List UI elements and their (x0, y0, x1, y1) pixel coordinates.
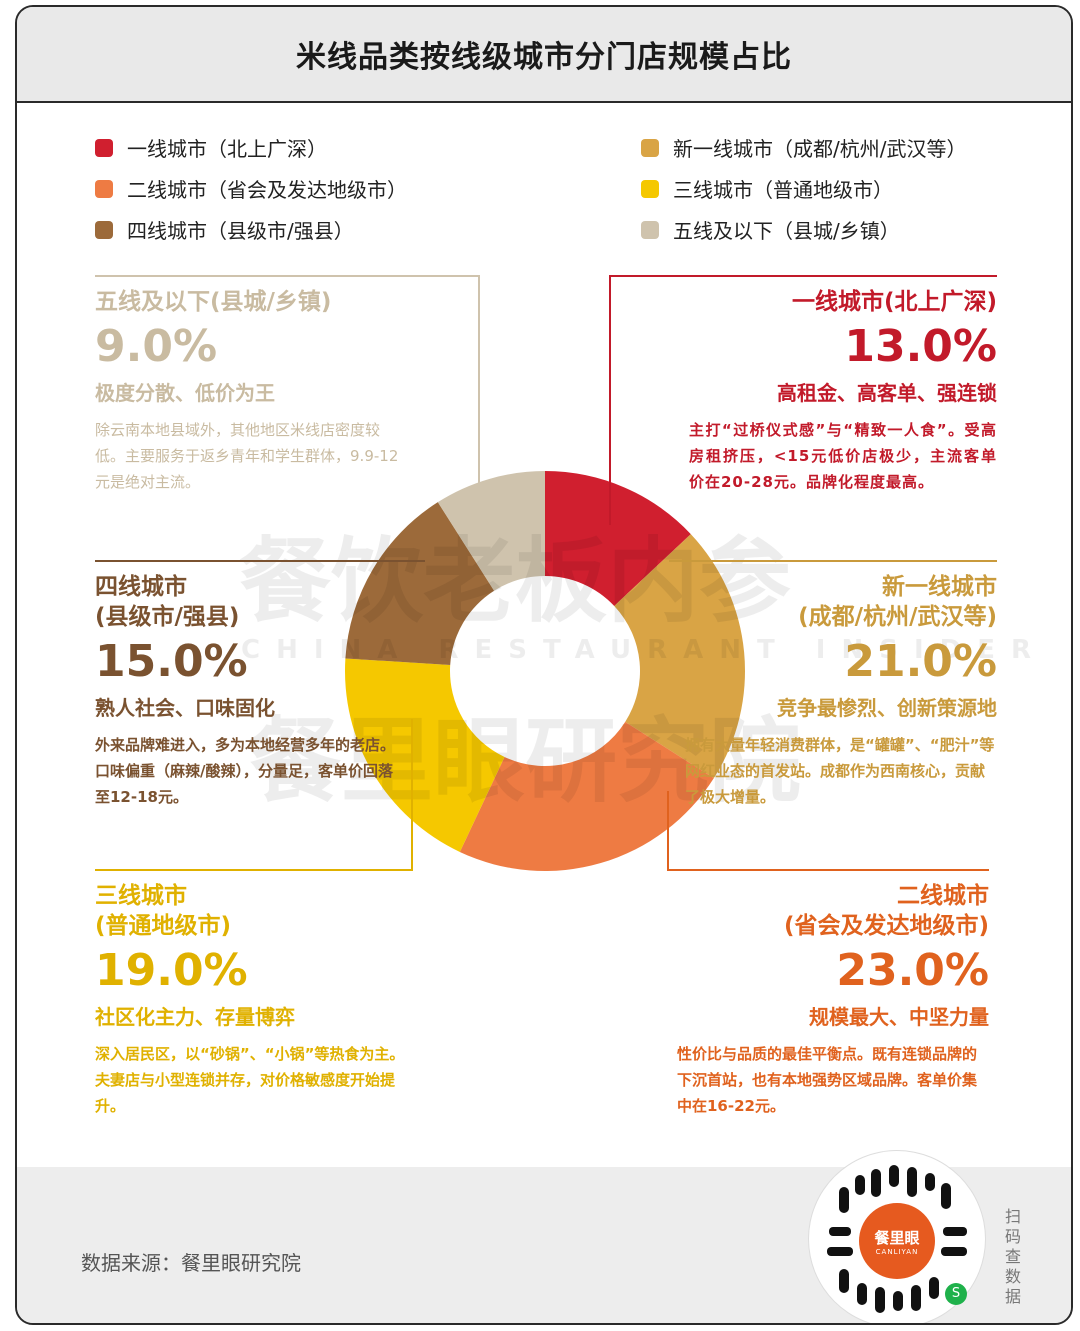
divider (411, 719, 413, 871)
block-subtitle: 社区化主力、存量博弈 (95, 1005, 295, 1029)
divider (667, 869, 989, 871)
tier1-block: 一线城市(北上广深) 13.0% 高租金、高客单、强连锁 主打“过桥仪式感”与“… (609, 275, 997, 525)
donut-slice (545, 471, 691, 606)
brand-name-en: CANLIYAN (875, 1247, 919, 1256)
donut-slice (614, 534, 745, 779)
donut-chart (345, 471, 745, 871)
page-title: 米线品类按线级城市分门店规模占比 (296, 40, 792, 75)
block-title: 五线及以下(县城/乡镇) (95, 289, 332, 315)
block-description: 拥有大量年轻消费群体，是“罐罐”、“肥汁”等网红业态的首发站。成都作为西南核心，… (685, 736, 995, 806)
block-percent: 9.0% (95, 321, 218, 372)
legend-swatch (641, 138, 659, 157)
donut-slice (459, 721, 714, 871)
legend-label: 四线城市（县级市/强县） (127, 219, 354, 243)
block-percent: 21.0% (844, 636, 997, 687)
block-subtitle: 极度分散、低价为王 (95, 381, 275, 405)
legend-item: 三线城市（普通地级市） (641, 174, 893, 203)
legend-swatch (641, 220, 659, 239)
tier2-block: 二线城市 (省会及发达地级市) 23.0% 规模最大、中坚力量 性价比与品质的最… (667, 791, 989, 1119)
header: 米线品类按线级城市分门店规模占比 (17, 7, 1071, 103)
legend-label: 二线城市（省会及发达地级市） (127, 178, 407, 202)
block-subtitle: 高租金、高客单、强连锁 (777, 381, 997, 405)
legend-item: 五线及以下（县城/乡镇） (641, 215, 900, 244)
divider (95, 869, 413, 871)
legend-item: 新一线城市（成都/杭州/武汉等） (641, 133, 966, 162)
block-title: 一线城市(北上广深) (791, 289, 997, 315)
donut-slice (437, 471, 545, 591)
block-title: 四线城市 (95, 574, 187, 600)
block-title-line2: (成都/杭州/武汉等) (798, 604, 997, 630)
brand-name: 餐里眼 (874, 1228, 920, 1247)
divider (95, 560, 425, 562)
legend-label: 新一线城市（成都/杭州/武汉等） (673, 137, 967, 161)
block-subtitle: 规模最大、中坚力量 (809, 1005, 989, 1029)
qr-pattern-icon (827, 1165, 967, 1313)
legend-swatch (95, 179, 113, 198)
block-title-line2: (省会及发达地级市) (783, 913, 989, 939)
footer: 数据来源：餐里眼研究院 (17, 1151, 1071, 1323)
tier5-block: 五线及以下(县城/乡镇) 9.0% 极度分散、低价为王 除云南本地县域外，其他地… (95, 275, 485, 505)
infographic-card: 米线品类按线级城市分门店规模占比 一线城市（北上广深） 新一线城市（成都/杭州/… (15, 5, 1073, 1325)
legend-item: 二线城市（省会及发达地级市） (95, 174, 407, 203)
block-title: 二线城市 (897, 883, 989, 909)
legend-swatch (95, 138, 113, 157)
block-subtitle: 竞争最惨烈、创新策源地 (777, 696, 997, 720)
block-title-line2: (县级市/强县) (95, 604, 240, 630)
brand-badge: 餐里眼 CANLIYAN (859, 1203, 935, 1279)
legend-swatch (95, 220, 113, 239)
legend-item: 四线城市（县级市/强县） (95, 215, 354, 244)
donut-slice (345, 658, 505, 852)
donut-slice (345, 502, 495, 666)
block-percent: 23.0% (836, 945, 989, 996)
legend-swatch (641, 179, 659, 198)
block-title: 三线城市 (95, 883, 187, 909)
legend-label: 三线城市（普通地级市） (673, 178, 893, 202)
block-description: 外来品牌难进入，多为本地经营多年的老店。口味偏重（麻辣/酸辣），分量足，客单价回… (95, 736, 396, 806)
divider (478, 275, 480, 505)
scan-hint: 扫码查数据 (1005, 1207, 1022, 1306)
block-percent: 13.0% (844, 321, 997, 372)
mini-program-icon: S (945, 1283, 967, 1305)
block-percent: 19.0% (95, 945, 248, 996)
block-percent: 15.0% (95, 636, 248, 687)
legend-label: 一线城市（北上广深） (127, 137, 327, 161)
data-source: 数据来源：餐里眼研究院 (81, 1251, 301, 1275)
block-description: 性价比与品质的最佳平衡点。既有连锁品牌的下沉首站，也有本地强势区域品牌。客单价集… (677, 1045, 978, 1115)
block-subtitle: 熟人社会、口味固化 (95, 696, 275, 720)
block-title: 新一线城市 (882, 574, 997, 600)
tier4-block: 四线城市 (县级市/强县) 15.0% 熟人社会、口味固化 外来品牌难进入，多为… (95, 560, 425, 810)
divider (667, 791, 669, 871)
block-title-line2: (普通地级市) (95, 913, 232, 939)
block-description: 深入居民区，以“砂锅”、“小锅”等热食为主。夫妻店与小型连锁并存，对价格敏感度开… (95, 1045, 405, 1115)
qr-code[interactable]: 餐里眼 CANLIYAN S (809, 1151, 985, 1323)
legend-item: 一线城市（北上广深） (95, 133, 327, 162)
block-description: 除云南本地县域外，其他地区米线店密度较低。主要服务于返乡青年和学生群体，9.9-… (95, 421, 399, 491)
tier3-block: 三线城市 (普通地级市) 19.0% 社区化主力、存量博弈 深入居民区，以“砂锅… (95, 719, 425, 1119)
divider (95, 275, 480, 277)
divider (609, 275, 997, 277)
divider (669, 560, 997, 562)
newtier1-block: 新一线城市 (成都/杭州/武汉等) 21.0% 竞争最惨烈、创新策源地 拥有大量… (669, 560, 997, 810)
divider (609, 275, 611, 525)
legend-label: 五线及以下（县城/乡镇） (673, 219, 900, 243)
block-description: 主打“过桥仪式感”与“精致一人食”。受高房租挤压，<15元低价店极少，主流客单价… (689, 421, 997, 491)
